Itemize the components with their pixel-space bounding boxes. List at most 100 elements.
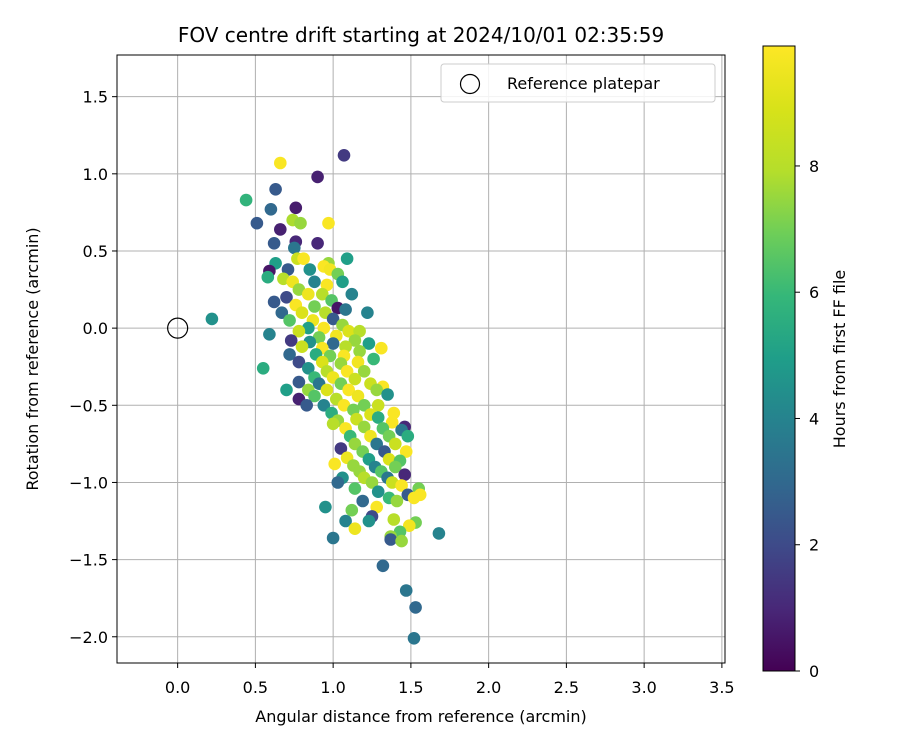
scatter-point xyxy=(250,216,264,230)
scatter-point xyxy=(350,412,363,426)
scatter-point xyxy=(384,533,398,546)
y-tick-label: 0.0 xyxy=(83,319,108,338)
scatter-point xyxy=(297,252,310,265)
scatter-point xyxy=(399,445,413,458)
scatter-point xyxy=(336,275,349,289)
x-tick-label: 1.0 xyxy=(320,678,345,697)
scatter-point xyxy=(367,352,380,366)
scatter-point xyxy=(308,389,321,403)
reference-marker xyxy=(167,317,189,339)
legend-label: Reference platepar xyxy=(507,74,660,93)
colorbar-ticks: 0 2 4 6 8 xyxy=(795,157,819,681)
scatter-point xyxy=(337,149,351,162)
scatter-point xyxy=(319,500,332,514)
x-tick-label: 3.0 xyxy=(631,678,656,697)
scatter-point xyxy=(399,584,413,597)
scatter-point xyxy=(283,348,296,361)
scatter-point xyxy=(311,170,324,184)
scatter-point xyxy=(294,216,307,230)
x-tick-label: 2.5 xyxy=(554,678,579,697)
scatter-point xyxy=(274,223,287,236)
scatter-point xyxy=(339,303,352,316)
scatter-point xyxy=(300,399,314,412)
y-tick-label: −1.5 xyxy=(69,551,108,570)
scatter-point xyxy=(342,383,356,397)
scatter-point xyxy=(370,437,384,451)
scatter-point xyxy=(370,500,384,514)
scatter-point xyxy=(407,632,421,645)
scatter-point xyxy=(289,201,303,215)
x-axis-ticks: 0.0 0.5 1.0 1.5 2.0 2.5 3.0 3.5 xyxy=(165,663,735,697)
scatter-point xyxy=(256,362,270,375)
scatter-point xyxy=(317,321,331,335)
scatter-point xyxy=(362,337,376,350)
y-tick-label: 0.5 xyxy=(83,242,108,261)
scatter-point xyxy=(295,340,309,354)
scatter-point xyxy=(283,314,296,327)
scatter-point xyxy=(371,485,385,499)
scatter-point xyxy=(261,270,275,284)
scatter-point xyxy=(326,417,340,431)
colorbar-tick-label: 4 xyxy=(809,409,819,428)
scatter-point xyxy=(390,494,404,508)
scatter-point xyxy=(312,331,326,344)
scatter-point xyxy=(340,252,354,265)
scatter-point xyxy=(281,263,295,276)
scatter-point xyxy=(371,399,385,412)
scatter-point xyxy=(322,216,335,230)
colorbar-label: Hours from first FF file xyxy=(830,270,849,449)
scatter-point xyxy=(308,300,321,313)
scatter-point xyxy=(409,601,422,614)
grid-lines xyxy=(117,55,725,663)
scatter-point xyxy=(403,519,416,532)
scatter-point xyxy=(280,383,293,397)
colorbar-tick-label: 0 xyxy=(809,662,819,681)
scatter-point xyxy=(395,479,408,492)
scatter-point xyxy=(267,295,281,309)
scatter-point xyxy=(353,324,366,338)
scatter-point xyxy=(263,328,276,341)
x-tick-label: 0.0 xyxy=(165,678,190,697)
scatter-point xyxy=(376,559,390,573)
scatter-point xyxy=(292,355,306,369)
colorbar: 0 2 4 6 8 Hours from first FF file xyxy=(762,45,849,681)
scatter-point xyxy=(269,183,282,196)
y-tick-label: −0.5 xyxy=(69,396,108,415)
scatter-point xyxy=(302,287,315,301)
scatter-point xyxy=(375,341,388,355)
scatter-point xyxy=(361,306,374,320)
scatter-point xyxy=(267,237,281,250)
scatter-point xyxy=(387,406,401,420)
scatter-point xyxy=(356,494,370,508)
scatter-point xyxy=(339,514,352,528)
y-tick-label: −1.0 xyxy=(69,473,108,492)
scatter-point xyxy=(308,275,321,289)
scatter-point xyxy=(320,278,334,292)
scatter-point xyxy=(398,468,412,482)
scatter-point xyxy=(370,383,384,397)
scatter-point xyxy=(387,513,401,526)
scatter-point xyxy=(389,460,402,474)
x-tick-label: 3.5 xyxy=(709,678,734,697)
colorbar-tick-label: 2 xyxy=(809,536,819,555)
scatter-point xyxy=(401,429,415,443)
x-tick-label: 1.5 xyxy=(398,678,423,697)
scatter-point xyxy=(284,334,298,347)
scatter-point xyxy=(295,306,309,320)
colorbar-tick-label: 8 xyxy=(809,157,819,176)
scatter-point xyxy=(351,389,365,403)
scatter-point xyxy=(311,237,324,250)
x-tick-label: 0.5 xyxy=(243,678,268,697)
y-tick-label: 1.5 xyxy=(83,88,108,107)
scatter-point xyxy=(288,241,301,255)
scatter-point xyxy=(362,514,376,528)
scatter-point xyxy=(326,312,340,326)
scatter-point xyxy=(357,420,371,434)
y-tick-label: 1.0 xyxy=(83,165,108,184)
plot-area-frame xyxy=(116,54,726,664)
scatter-point xyxy=(348,372,362,386)
legend-marker-open-circle xyxy=(459,73,481,95)
scatter-point xyxy=(407,491,421,505)
scatter-point xyxy=(345,503,359,517)
